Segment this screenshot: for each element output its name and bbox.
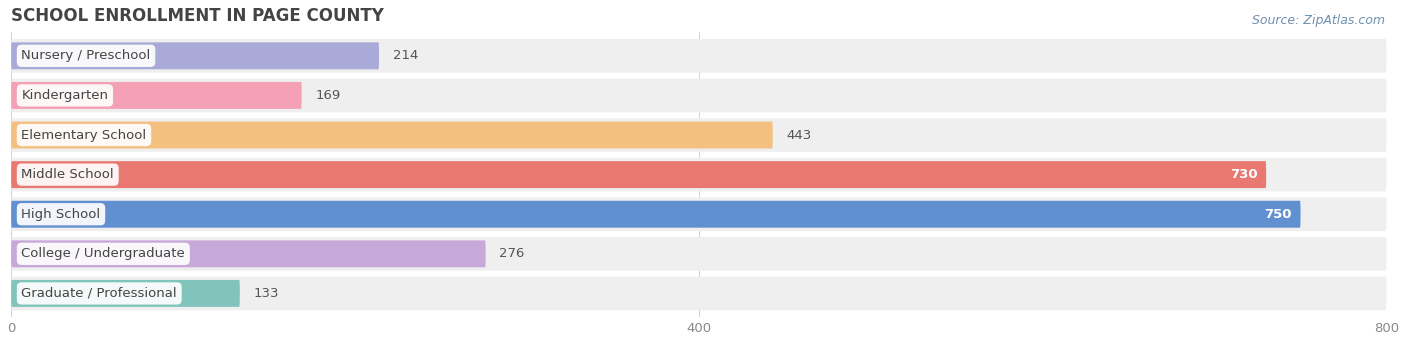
FancyBboxPatch shape bbox=[11, 240, 485, 267]
Text: High School: High School bbox=[21, 208, 101, 221]
Text: 214: 214 bbox=[392, 49, 418, 62]
FancyBboxPatch shape bbox=[11, 42, 380, 69]
Text: 750: 750 bbox=[1264, 208, 1292, 221]
Text: 169: 169 bbox=[315, 89, 340, 102]
Text: College / Undergraduate: College / Undergraduate bbox=[21, 247, 186, 260]
Text: Kindergarten: Kindergarten bbox=[21, 89, 108, 102]
FancyBboxPatch shape bbox=[11, 82, 302, 109]
Text: Elementary School: Elementary School bbox=[21, 129, 146, 142]
FancyBboxPatch shape bbox=[11, 121, 773, 148]
FancyBboxPatch shape bbox=[11, 39, 1386, 73]
FancyBboxPatch shape bbox=[11, 277, 1386, 310]
FancyBboxPatch shape bbox=[11, 118, 1386, 152]
FancyBboxPatch shape bbox=[11, 161, 1267, 188]
Text: 133: 133 bbox=[253, 287, 278, 300]
Text: Middle School: Middle School bbox=[21, 168, 114, 181]
Text: Source: ZipAtlas.com: Source: ZipAtlas.com bbox=[1251, 14, 1385, 27]
FancyBboxPatch shape bbox=[11, 79, 1386, 112]
Text: SCHOOL ENROLLMENT IN PAGE COUNTY: SCHOOL ENROLLMENT IN PAGE COUNTY bbox=[11, 7, 384, 25]
FancyBboxPatch shape bbox=[11, 158, 1386, 192]
Text: Nursery / Preschool: Nursery / Preschool bbox=[21, 49, 150, 62]
FancyBboxPatch shape bbox=[11, 197, 1386, 231]
FancyBboxPatch shape bbox=[11, 280, 240, 307]
FancyBboxPatch shape bbox=[11, 237, 1386, 271]
FancyBboxPatch shape bbox=[11, 201, 1301, 228]
Text: 730: 730 bbox=[1230, 168, 1257, 181]
Text: 443: 443 bbox=[786, 129, 811, 142]
Text: 276: 276 bbox=[499, 247, 524, 260]
Text: Graduate / Professional: Graduate / Professional bbox=[21, 287, 177, 300]
